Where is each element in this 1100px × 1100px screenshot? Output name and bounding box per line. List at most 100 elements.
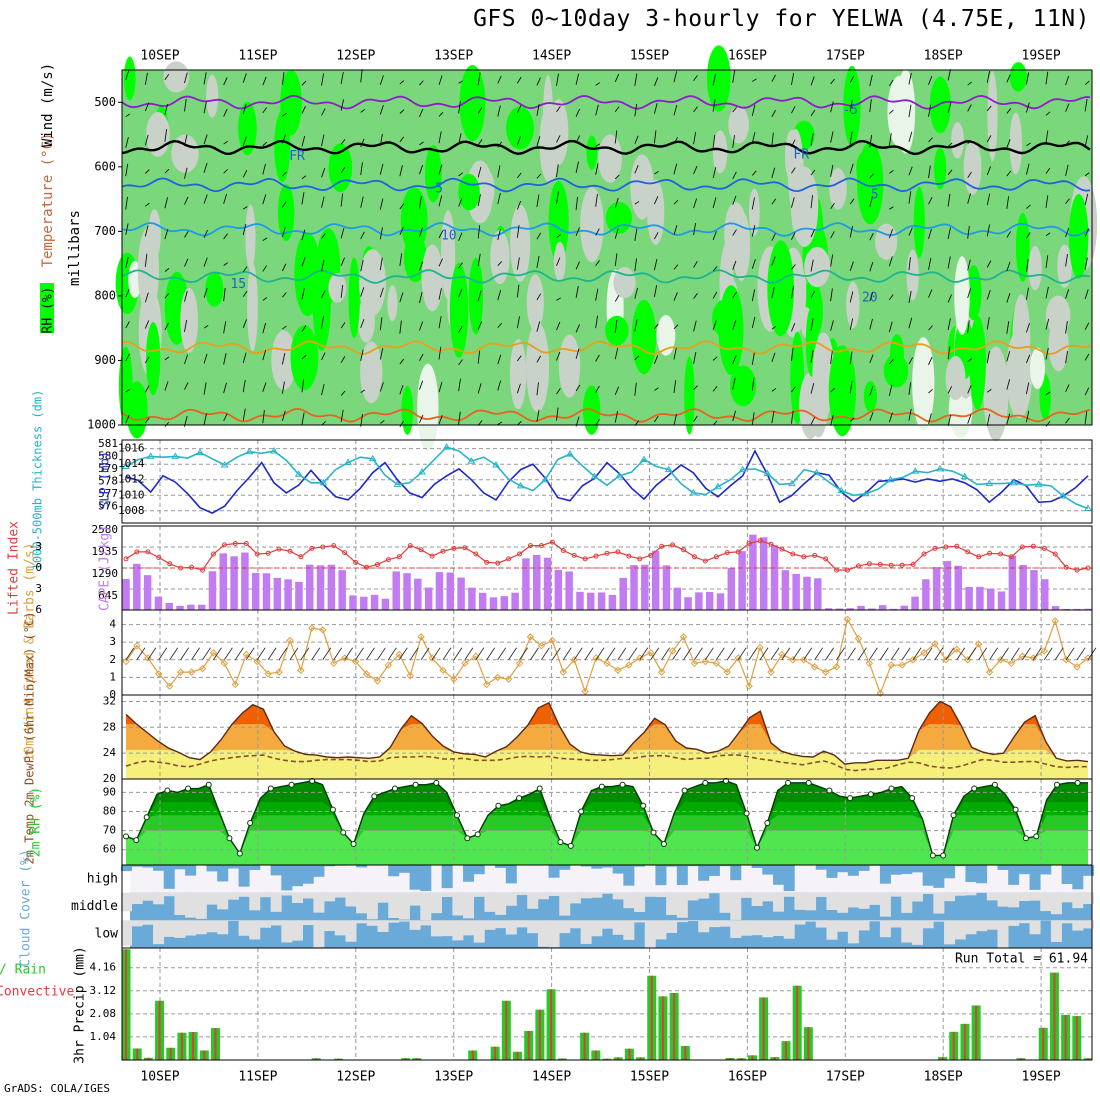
wind-barb: [262, 265, 267, 272]
wind-barb: [1006, 321, 1010, 334]
chart-title: GFS 0~10day 3-hourly for YELWA (4.75E, 1…: [473, 6, 1090, 32]
rh-cell: [290, 325, 319, 391]
cape-bar: [857, 605, 865, 610]
wind-barb: [849, 225, 853, 238]
rh2m-point: [433, 779, 440, 786]
wind-point: [362, 670, 371, 678]
rh2m-point: [516, 795, 523, 802]
wind-barb-10m: [945, 647, 955, 661]
precip-convective-bar: [505, 1000, 508, 1060]
wind-barb: [791, 322, 796, 332]
wind-barb: [928, 137, 933, 143]
rh-cell: [828, 345, 857, 437]
wind-barb: [379, 163, 384, 175]
cloud-cell: [762, 892, 774, 902]
precip-convective-bar: [415, 1058, 418, 1060]
wind-barb-10m: [147, 647, 157, 661]
rh-cell: [712, 130, 728, 174]
li-point: [921, 551, 927, 557]
wind-barb: [379, 198, 384, 210]
cloud-cell: [185, 920, 197, 936]
wind-point: [778, 650, 786, 659]
rh-cell: [510, 204, 531, 282]
wind-barb: [242, 319, 247, 328]
wind-barb: [301, 229, 306, 241]
wind-barb: [869, 386, 874, 396]
wind-point: [461, 659, 469, 668]
wind-barb-10m: [879, 647, 889, 661]
wind-barb: [556, 257, 561, 266]
pressure-tick-label: 500: [94, 95, 116, 109]
wind-barb: [360, 109, 366, 113]
wind-barb: [869, 74, 873, 87]
wind-barb: [516, 257, 520, 270]
date-label-bottom: 11SEP: [238, 1070, 277, 1085]
date-label-top: 10SEP: [140, 49, 179, 64]
wind-barb: [810, 382, 815, 394]
wind-point: [297, 666, 305, 675]
rh2m-point: [681, 787, 688, 794]
cloud-cell: [922, 865, 934, 886]
wind-barb: [517, 420, 522, 426]
li-point: [538, 543, 544, 549]
wind-barb: [164, 322, 169, 331]
wind-barb: [791, 106, 796, 114]
cloud-cell: [398, 892, 410, 920]
cloud-cell: [569, 920, 581, 929]
wind-point: [996, 656, 1005, 664]
cloud-cell: [292, 892, 304, 903]
wind-barb-10m: [377, 647, 386, 661]
cloud-cell: [345, 892, 357, 907]
cloud-cell: [430, 892, 442, 914]
cape-bar: [673, 587, 681, 610]
wind-barb-10m: [322, 647, 332, 661]
wind-barb: [536, 77, 541, 86]
wind-point: [843, 615, 852, 623]
cloud-cell: [879, 892, 891, 917]
wind-barb: [223, 168, 228, 174]
wind-barb: [458, 80, 463, 84]
precip-convective-bar: [729, 1058, 732, 1060]
wind-barb: [1045, 391, 1051, 396]
precip-convective-bar: [617, 1057, 620, 1060]
wind-barb-10m: [355, 647, 364, 661]
wind-barb: [1045, 255, 1049, 269]
wind-barb: [889, 359, 894, 365]
wind-barb: [477, 72, 481, 86]
series-thickness: [125, 446, 1089, 510]
wind-barb: [928, 196, 933, 205]
cape-bar: [208, 571, 217, 610]
cloud-cell: [1083, 865, 1094, 876]
rh2m-tick-label: 70: [103, 824, 116, 837]
cloud-cell: [719, 920, 731, 927]
cloud-cell: [901, 892, 913, 913]
cloud-cell: [644, 892, 656, 897]
wind-barb: [184, 291, 188, 302]
wind-barb: [771, 74, 776, 82]
wind-barb-10m: [1011, 647, 1020, 661]
rh-cell: [163, 61, 190, 93]
wind-barb: [164, 128, 168, 142]
wind-barb: [536, 355, 542, 363]
cloud-cell: [602, 920, 613, 929]
cape-bar: [446, 572, 455, 610]
cloud-cell: [270, 892, 282, 912]
cloud-cell: [1029, 892, 1041, 901]
wind-point: [209, 649, 218, 657]
li-point: [145, 549, 151, 555]
thickness-point: [862, 489, 870, 497]
wind-point: [625, 661, 633, 669]
wind-barb: [399, 203, 405, 210]
wind-barb: [360, 287, 365, 297]
wind-point: [1040, 647, 1048, 655]
thickness-axis-label: 1000-500mb Thickness (dm): [31, 390, 45, 571]
precip-tick-label: 1.04: [90, 1030, 117, 1043]
wind-point: [450, 675, 458, 683]
precip-convective-bar: [1053, 972, 1056, 1060]
wind-barb: [556, 351, 561, 361]
thickness-point: [985, 479, 994, 487]
wind-barb: [634, 258, 638, 272]
wind-barb: [516, 355, 522, 362]
cloud-cell: [944, 920, 956, 945]
cloud-cell: [302, 920, 314, 926]
